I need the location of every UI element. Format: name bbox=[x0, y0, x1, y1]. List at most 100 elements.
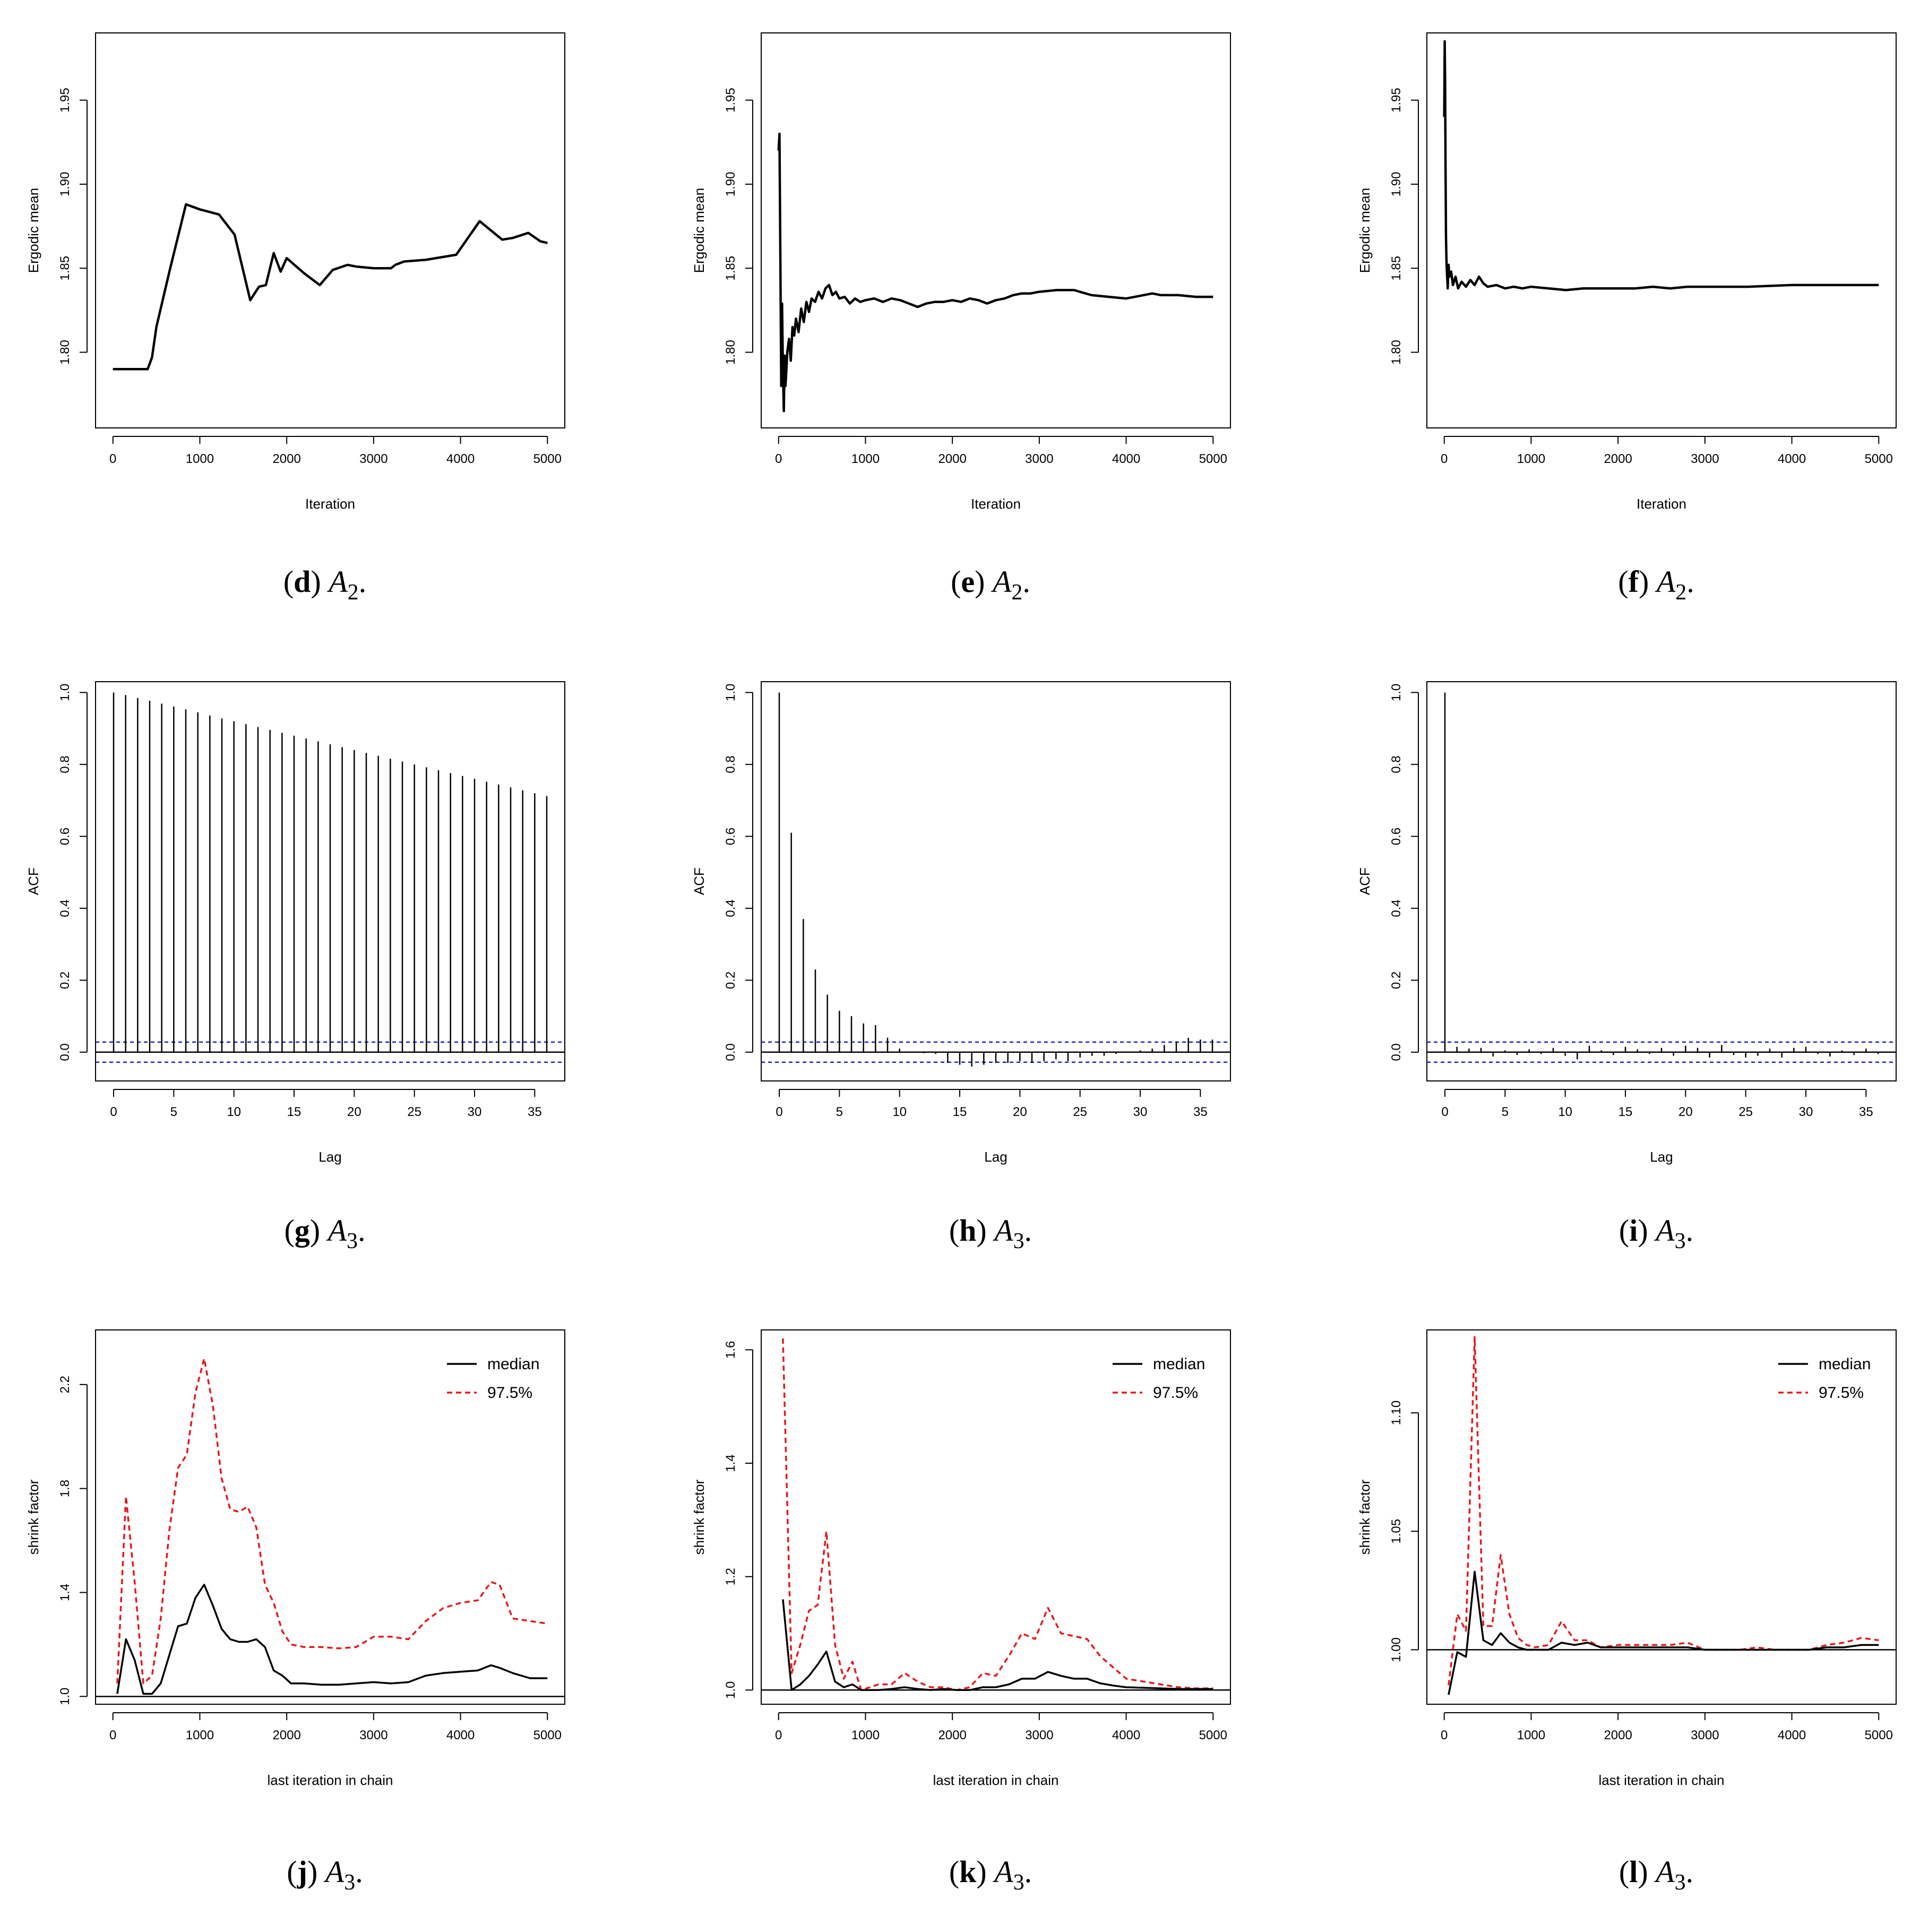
caption-subscript: 3 bbox=[1675, 1870, 1686, 1895]
y-axis-title: Ergodic mean bbox=[1357, 188, 1373, 273]
panel-caption: (h) A3. bbox=[949, 1213, 1032, 1253]
y-tick-label: 1.85 bbox=[58, 256, 72, 281]
legend-label-median: median bbox=[1153, 1355, 1205, 1373]
y-tick-label: 1.95 bbox=[724, 88, 738, 113]
x-axis-title: Lag bbox=[1650, 1149, 1673, 1165]
x-tick-label: 0 bbox=[1441, 452, 1448, 466]
series-line-ergodic-mean bbox=[1443, 40, 1879, 291]
x-tick-label: 15 bbox=[1618, 1105, 1633, 1119]
x-tick-label: 20 bbox=[347, 1105, 361, 1119]
legend: median 97.5% bbox=[447, 1355, 539, 1402]
plot-area bbox=[1427, 692, 1896, 1063]
y-tick-label: 1.90 bbox=[58, 172, 72, 197]
y-tick-label: 1.0 bbox=[1389, 684, 1404, 701]
x-tick-label: 1000 bbox=[851, 1728, 880, 1742]
y-tick-label: 0.2 bbox=[724, 972, 738, 989]
y-tick-label: 0.2 bbox=[58, 972, 72, 989]
caption-subscript: 3 bbox=[1675, 1229, 1686, 1253]
x-axis-title: last iteration in chain bbox=[267, 1772, 393, 1788]
chart-panel-j: 0 1000 2000 3000 4000 5000 1.0 1.4 1.8 2.2 last it… bbox=[25, 1329, 565, 1895]
series-line-upper bbox=[1448, 1336, 1879, 1686]
x-tick-label: 3000 bbox=[1691, 1728, 1719, 1742]
y-axis-title: Ergodic mean bbox=[691, 188, 707, 273]
series-line-median bbox=[116, 1584, 548, 1695]
panel-caption: (f) A2. bbox=[1618, 564, 1694, 605]
x-tick-label: 10 bbox=[892, 1105, 907, 1119]
x-tick-label: 4000 bbox=[1778, 452, 1806, 466]
x-tick-label: 5000 bbox=[1865, 1728, 1893, 1742]
plot-frame bbox=[1426, 32, 1897, 428]
x-tick-label: 1000 bbox=[851, 452, 880, 466]
x-tick-label: 30 bbox=[1133, 1105, 1148, 1119]
y-axis-title: shrink factor bbox=[691, 1479, 707, 1555]
plot-frame bbox=[95, 681, 565, 1081]
x-tick-label: 2000 bbox=[1604, 1728, 1632, 1742]
series-line-median bbox=[1448, 1570, 1879, 1695]
y-tick-label: 1.0 bbox=[724, 1681, 738, 1699]
y-tick-label: 1.10 bbox=[1389, 1401, 1404, 1426]
y-tick-label: 0.0 bbox=[58, 1043, 72, 1061]
x-tick-label: 15 bbox=[287, 1105, 302, 1119]
x-tick-label: 4000 bbox=[1778, 1728, 1806, 1742]
series-line-median bbox=[782, 1599, 1213, 1691]
x-tick-label: 30 bbox=[1799, 1105, 1813, 1119]
caption-subscript: 3 bbox=[1013, 1870, 1024, 1895]
y-tick-label: 1.4 bbox=[58, 1584, 72, 1601]
plot-area bbox=[1427, 1336, 1896, 1695]
series-line-ergodic-mean bbox=[113, 203, 548, 371]
x-tick-label: 0 bbox=[110, 1105, 117, 1119]
legend-label-upper: 97.5% bbox=[1819, 1384, 1864, 1402]
y-tick-label: 1.90 bbox=[724, 172, 738, 197]
plot-frame bbox=[95, 32, 565, 428]
plot-area bbox=[777, 132, 1213, 413]
x-axis-title: Iteration bbox=[971, 496, 1021, 512]
x-tick-label: 20 bbox=[1013, 1105, 1027, 1119]
x-tick-label: 4000 bbox=[446, 1728, 475, 1742]
plot-frame bbox=[1426, 1329, 1897, 1705]
x-tick-label: 35 bbox=[1859, 1105, 1873, 1119]
x-tick-label: 15 bbox=[953, 1105, 967, 1119]
x-tick-label: 0 bbox=[109, 1728, 116, 1742]
series-line-upper bbox=[116, 1358, 548, 1685]
plot-area bbox=[96, 692, 565, 1063]
x-tick-label: 5000 bbox=[1199, 1728, 1227, 1742]
legend-label-upper: 97.5% bbox=[487, 1384, 532, 1402]
panel-caption: (g) A3. bbox=[284, 1213, 365, 1253]
x-tick-label: 5 bbox=[1502, 1105, 1509, 1119]
x-axis-title: Lag bbox=[984, 1149, 1007, 1165]
panel-caption: (e) A2. bbox=[951, 564, 1030, 605]
x-tick-label: 3000 bbox=[1025, 1728, 1053, 1742]
x-axis-title: last iteration in chain bbox=[1598, 1772, 1724, 1788]
y-tick-label: 0.0 bbox=[1389, 1043, 1404, 1061]
x-axis-title: last iteration in chain bbox=[933, 1772, 1058, 1788]
y-axis-title: Ergodic mean bbox=[25, 188, 41, 273]
x-tick-label: 0 bbox=[775, 1728, 782, 1742]
x-tick-label: 0 bbox=[775, 452, 782, 466]
caption-subscript: 3 bbox=[344, 1870, 355, 1895]
y-tick-label: 0.6 bbox=[1389, 828, 1404, 845]
x-tick-label: 1000 bbox=[1517, 1728, 1545, 1742]
y-tick-label: 1.95 bbox=[58, 88, 72, 113]
x-tick-label: 25 bbox=[1738, 1105, 1753, 1119]
plot-frame bbox=[761, 681, 1231, 1081]
legend: median 97.5% bbox=[1778, 1355, 1871, 1402]
y-tick-label: 0.4 bbox=[58, 899, 72, 917]
y-tick-label: 1.4 bbox=[724, 1454, 738, 1472]
chart-panel-k: 0 1000 2000 3000 4000 5000 1.0 1.2 1.4 1.6 last it… bbox=[691, 1329, 1231, 1895]
plot-frame bbox=[761, 1329, 1231, 1705]
x-tick-label: 35 bbox=[1193, 1105, 1208, 1119]
y-tick-label: 0.6 bbox=[724, 828, 738, 845]
x-axis-title: Lag bbox=[318, 1149, 341, 1165]
y-tick-label: 1.95 bbox=[1389, 88, 1404, 113]
x-tick-label: 3000 bbox=[359, 452, 388, 466]
x-tick-label: 20 bbox=[1678, 1105, 1693, 1119]
y-axis-title: ACF bbox=[1357, 868, 1373, 895]
y-axis-title: ACF bbox=[691, 868, 707, 895]
series-line-upper bbox=[782, 1338, 1213, 1691]
plot-area bbox=[761, 692, 1230, 1067]
legend-label-upper: 97.5% bbox=[1153, 1384, 1198, 1402]
x-tick-label: 25 bbox=[1073, 1105, 1087, 1119]
x-tick-label: 1000 bbox=[186, 452, 214, 466]
x-axis-title: Iteration bbox=[1637, 496, 1686, 512]
caption-subscript: 3 bbox=[1013, 1229, 1024, 1253]
